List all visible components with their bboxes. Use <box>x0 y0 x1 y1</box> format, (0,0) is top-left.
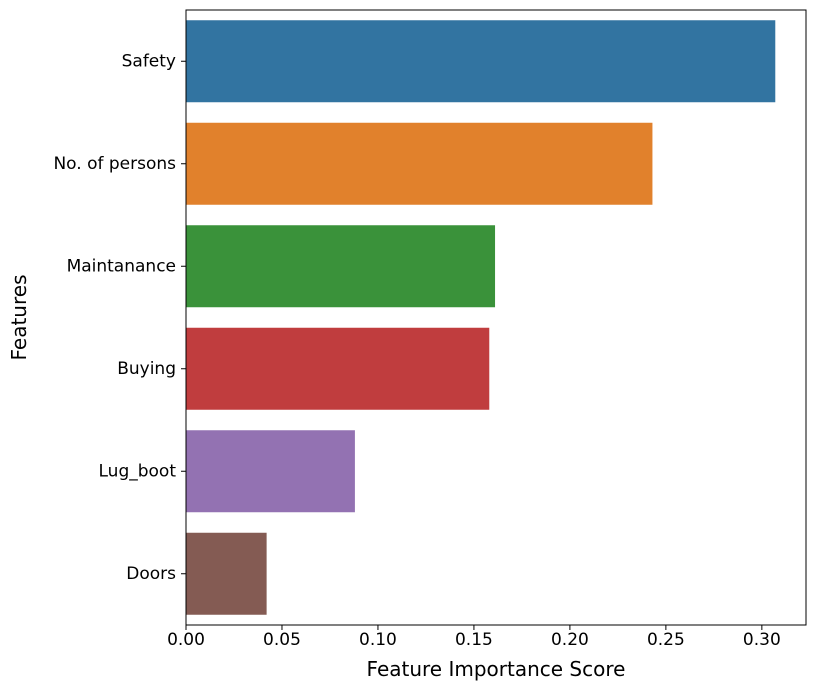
y-tick-label: Doors <box>126 564 176 584</box>
x-tick-label: 0.25 <box>647 630 685 650</box>
x-tick-label: 0.15 <box>455 630 493 650</box>
x-axis-label: Feature Importance Score <box>367 657 626 681</box>
y-axis-label: Features <box>7 275 31 361</box>
x-ticks-group: 0.00 0.05 0.10 0.15 0.20 0.25 0.30 <box>167 625 781 650</box>
y-tick-label: Lug_boot <box>99 461 177 481</box>
bar-doors <box>186 532 267 615</box>
x-tick-label: 0.00 <box>167 630 205 650</box>
bar-maintanance <box>186 225 496 308</box>
y-tick-label: Maintanance <box>67 256 176 276</box>
bar-no-of-persons <box>186 122 653 205</box>
x-tick-label: 0.10 <box>359 630 397 650</box>
x-tick-label: 0.05 <box>263 630 301 650</box>
x-tick-label: 0.30 <box>743 630 781 650</box>
bar-buying <box>186 327 490 410</box>
bar-lug-boot <box>186 430 355 513</box>
x-tick-label: 0.20 <box>551 630 589 650</box>
plot-frame <box>185 9 807 626</box>
bar-safety <box>186 20 776 103</box>
y-tick-label: No. of persons <box>53 154 176 174</box>
y-tick-label: Safety <box>122 51 176 71</box>
y-ticks-group: Safety No. of persons Maintanance Buying Lug… <box>53 51 186 584</box>
bars-group <box>186 20 776 615</box>
y-tick-label: Buying <box>117 359 176 379</box>
